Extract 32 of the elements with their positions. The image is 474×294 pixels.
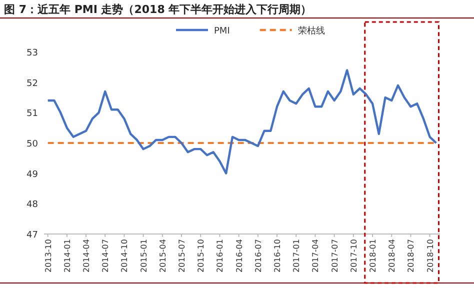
x-tick-label: 2015-07 xyxy=(178,239,187,272)
x-tick-label: 2018-04 xyxy=(388,239,397,272)
x-tick-label: 2014-10 xyxy=(120,239,130,272)
chart-title: 图 7：近五年 PMI 走势（2018 年下半年开始进入下行周期） xyxy=(4,3,312,16)
x-tick-label: 2014-01 xyxy=(62,239,72,272)
x-tick-label: 2018-01 xyxy=(368,239,378,272)
x-tick-label: 2018-07 xyxy=(406,239,416,272)
x-tick-label: 2016-10 xyxy=(273,239,282,272)
x-tick-label: 2017-10 xyxy=(349,239,358,272)
y-tick-label: 52 xyxy=(26,78,38,89)
x-tick-label: 2016-01 xyxy=(216,239,225,272)
y-tick-label: 47 xyxy=(26,230,38,240)
x-tick-label: 2017-07 xyxy=(330,239,340,272)
x-tick-label: 2016-04 xyxy=(234,239,244,272)
y-tick-label: 48 xyxy=(26,200,38,210)
line-series xyxy=(46,69,438,174)
x-tick-label: 2015-10 xyxy=(196,239,206,272)
x-tick-label: 2015-04 xyxy=(158,239,168,272)
x-tick-label: 2018-10 xyxy=(426,239,435,272)
x-tick-label: 2014-07 xyxy=(101,239,110,272)
x-tick-label: 2017-01 xyxy=(292,239,302,272)
x-tick-label: 2017-04 xyxy=(311,239,320,272)
x-tick-label: 2014-04 xyxy=(82,239,92,272)
x-tick-label: 2013-10 xyxy=(44,239,53,272)
x-tick-label: 2016-07 xyxy=(254,239,263,272)
y-tick-label: 51 xyxy=(26,109,38,120)
y-tick-label: 53 xyxy=(26,48,38,58)
x-tick-label: 2015-01 xyxy=(139,239,148,272)
y-tick-label: 50 xyxy=(26,140,38,150)
legend-label: 荣枯线 xyxy=(298,26,325,36)
legend-label: PMI xyxy=(214,26,230,36)
y-tick-label: 49 xyxy=(26,170,38,180)
